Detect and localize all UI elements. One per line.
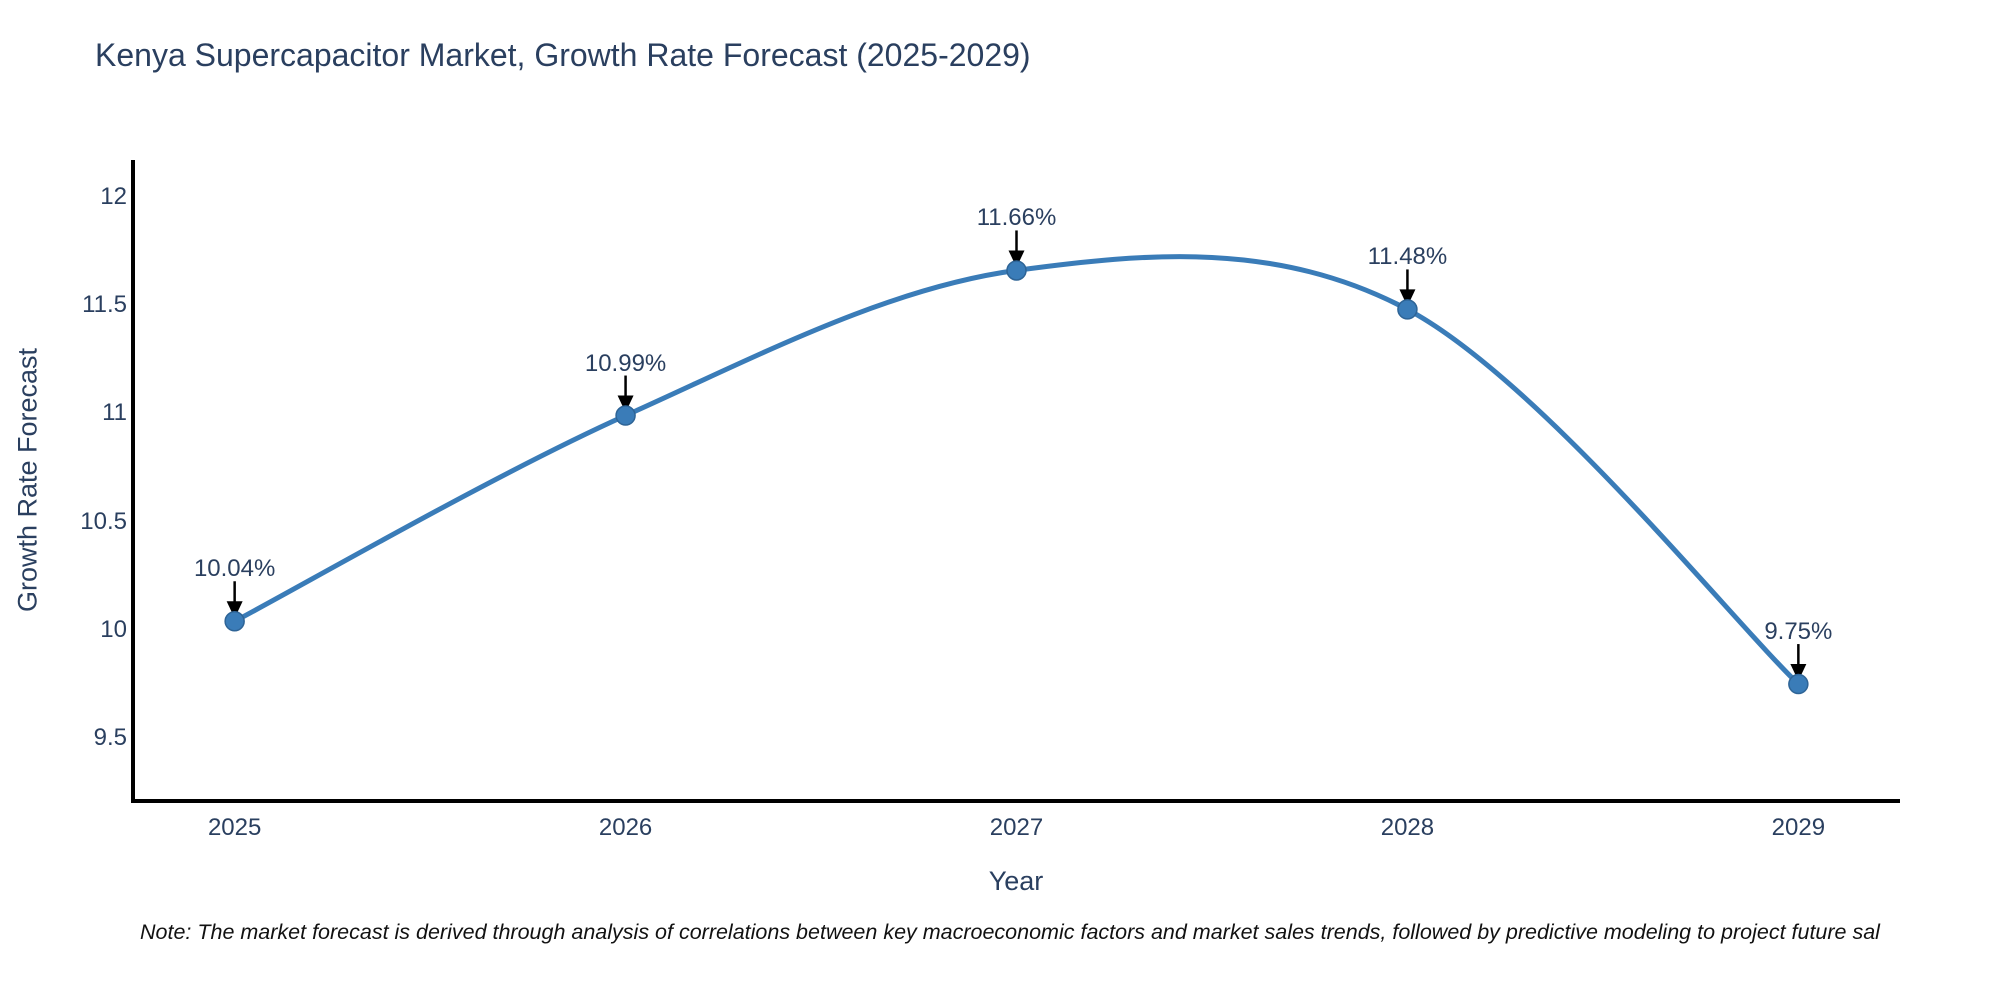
point-value-label: 9.75%: [1764, 618, 1833, 646]
footnote-text: Note: The market forecast is derived thr…: [140, 920, 1880, 944]
y-tick-label: 9.5: [93, 724, 127, 752]
annotation-arrowhead-icon: [1008, 250, 1025, 268]
x-tick-label: 2025: [207, 814, 262, 841]
data-point-marker[interactable]: [615, 405, 636, 426]
y-tick-label: 12: [100, 182, 127, 210]
y-tick-label: 10.5: [80, 507, 127, 535]
x-axis-title: Year: [988, 866, 1044, 896]
data-point-marker[interactable]: [224, 611, 245, 632]
x-tick-label: 2026: [598, 814, 653, 841]
point-value-label: 11.48%: [1367, 243, 1448, 271]
x-tick-label: 2027: [989, 814, 1044, 841]
forecast-line[interactable]: [232, 254, 1801, 687]
data-point-marker[interactable]: [1006, 260, 1027, 281]
data-point-marker[interactable]: [1397, 299, 1418, 320]
annotation-arrowhead-icon: [226, 601, 243, 619]
annotation-arrowhead-icon: [1399, 289, 1416, 307]
chart-title: Kenya Supercapacitor Market, Growth Rate…: [95, 37, 1031, 73]
point-value-label: 10.99%: [584, 349, 667, 377]
point-value-label: 11.66%: [976, 204, 1057, 232]
x-tick-label: 2028: [1380, 814, 1435, 841]
data-point-marker[interactable]: [1788, 673, 1809, 695]
point-value-label: 10.04%: [193, 555, 276, 583]
annotation-arrowhead-icon: [617, 395, 634, 413]
y-tick-label: 10: [100, 615, 127, 643]
y-tick-label: 11: [102, 399, 127, 427]
y-tick-label: 11.5: [82, 291, 127, 319]
x-tick-label: 2029: [1771, 814, 1826, 841]
annotation-arrowhead-icon: [1790, 664, 1807, 682]
